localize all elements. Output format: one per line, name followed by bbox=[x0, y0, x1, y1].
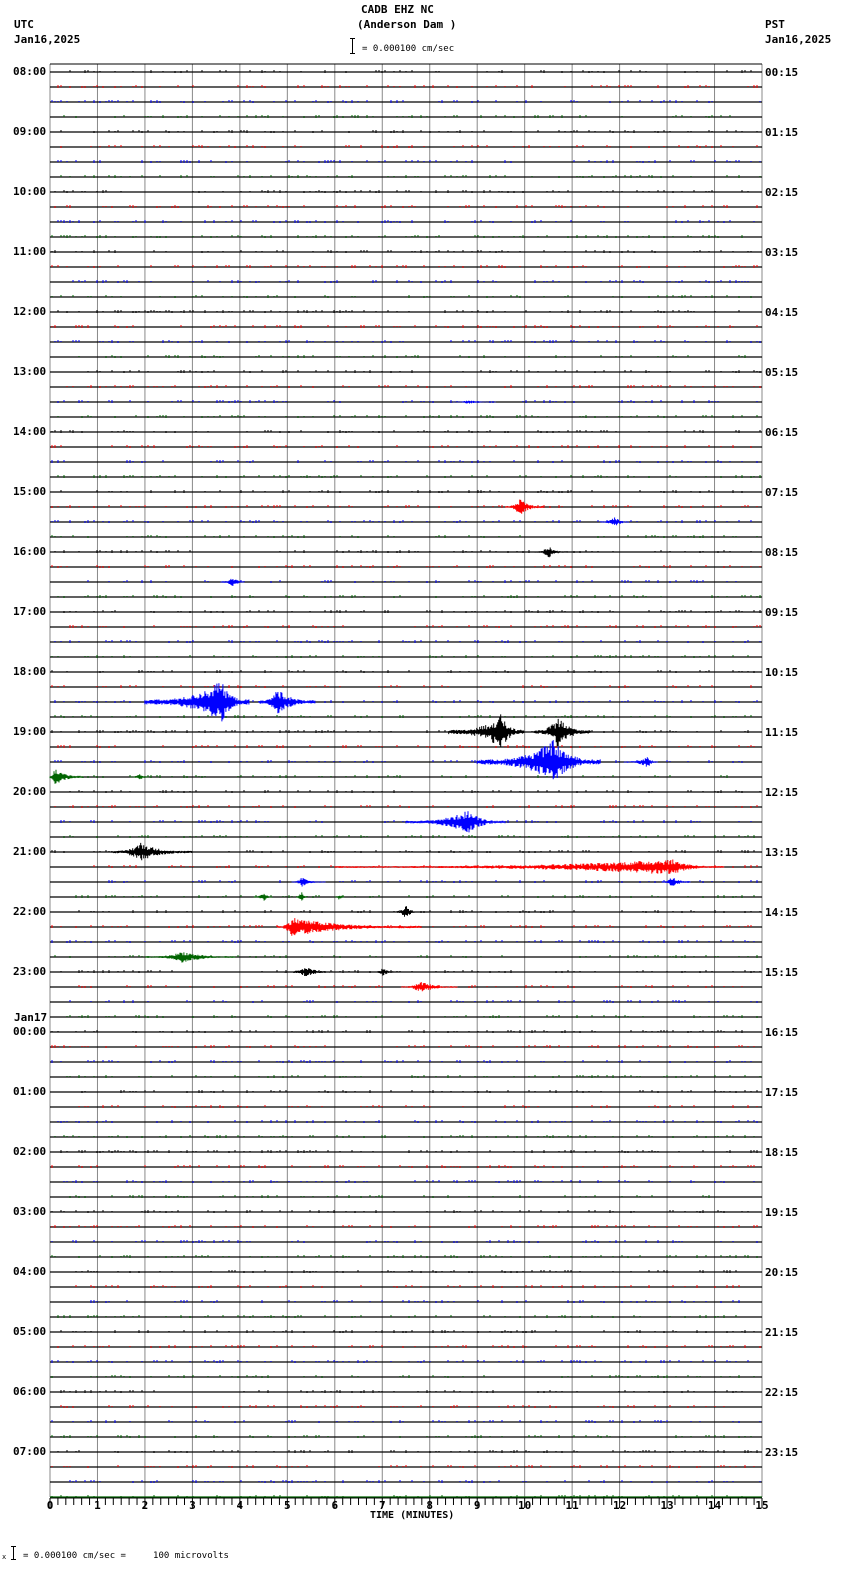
station-location: (Anderson Dam ) bbox=[357, 18, 457, 31]
utc-time-label: 12:00 bbox=[13, 305, 47, 318]
utc-time-label: 17:00 bbox=[13, 605, 47, 618]
pst-time-label: 22:15 bbox=[765, 1386, 799, 1399]
x-tick-label: 7 bbox=[378, 1499, 386, 1512]
pst-time-label: 17:15 bbox=[765, 1086, 799, 1099]
pst-time-label: 07:15 bbox=[765, 486, 799, 499]
pst-time-label: 16:15 bbox=[765, 1026, 799, 1039]
right-timezone: PST bbox=[765, 18, 785, 31]
utc-time-label: 10:00 bbox=[13, 185, 47, 198]
pst-time-label: 05:15 bbox=[765, 366, 799, 379]
utc-time-label: 09:00 bbox=[13, 125, 47, 138]
footer-scale-note: = 0.000100 cm/sec = 100 microvolts bbox=[23, 1551, 229, 1561]
pst-time-label: 23:15 bbox=[765, 1446, 799, 1459]
x-tick-label: 5 bbox=[284, 1499, 291, 1512]
utc-time-label: 11:00 bbox=[13, 245, 47, 258]
footer-marker: x bbox=[2, 1553, 7, 1561]
utc-time-label: 18:00 bbox=[13, 665, 47, 678]
pst-time-label: 01:15 bbox=[765, 126, 799, 139]
x-tick-label: 6 bbox=[331, 1499, 339, 1512]
x-tick-label: 12 bbox=[612, 1499, 627, 1512]
pst-time-label: 21:15 bbox=[765, 1326, 799, 1339]
scale-label: = 0.000100 cm/sec bbox=[362, 44, 455, 54]
utc-time-label: 21:00 bbox=[13, 845, 47, 858]
utc-time-label: 05:00 bbox=[13, 1325, 47, 1338]
utc-time-label: 08:00 bbox=[13, 65, 47, 78]
x-tick-label: 1 bbox=[94, 1499, 101, 1512]
x-axis-title: TIME (MINUTES) bbox=[370, 1510, 455, 1521]
x-tick-label: 13 bbox=[660, 1499, 674, 1512]
x-tick-label: 3 bbox=[189, 1499, 196, 1512]
utc-time-label: 01:00 bbox=[13, 1085, 47, 1098]
pst-time-label: 15:15 bbox=[765, 966, 799, 979]
pst-time-label: 10:15 bbox=[765, 666, 799, 679]
utc-time-label: 23:00 bbox=[13, 965, 47, 978]
pst-time-label: 04:15 bbox=[765, 306, 799, 319]
x-tick-label: 2 bbox=[141, 1499, 149, 1512]
pst-time-label: 03:15 bbox=[765, 246, 799, 259]
x-tick-label: 0 bbox=[46, 1499, 54, 1512]
pst-time-label: 14:15 bbox=[765, 906, 799, 919]
station-title: CADB EHZ NC bbox=[361, 3, 434, 16]
right-date: Jan16,2025 bbox=[765, 33, 832, 46]
pst-time-label: 20:15 bbox=[765, 1266, 799, 1279]
utc-time-label: 13:00 bbox=[13, 365, 47, 378]
utc-time-label: 14:00 bbox=[13, 425, 47, 438]
footer-scale-bar-icon bbox=[11, 1546, 16, 1560]
utc-time-label: 22:00 bbox=[13, 905, 47, 918]
pst-time-label: 13:15 bbox=[765, 846, 799, 859]
left-date: Jan16,2025 bbox=[14, 33, 81, 46]
pst-time-label: 06:15 bbox=[765, 426, 799, 439]
x-tick-label: 4 bbox=[236, 1499, 244, 1512]
pst-time-label: 02:15 bbox=[765, 186, 799, 199]
utc-time-label: 03:00 bbox=[13, 1205, 47, 1218]
x-tick-label: 11 bbox=[565, 1499, 579, 1512]
x-tick-label: 9 bbox=[473, 1499, 481, 1512]
left-timezone: UTC bbox=[14, 18, 34, 31]
utc-time-label: 15:00 bbox=[13, 485, 47, 498]
pst-time-label: 09:15 bbox=[765, 606, 799, 619]
utc-time-label: 04:00 bbox=[13, 1265, 47, 1278]
utc-time-label: 07:00 bbox=[13, 1445, 47, 1458]
pst-time-label: 00:15 bbox=[765, 66, 799, 79]
utc-time-label: 02:00 bbox=[13, 1145, 47, 1158]
pst-time-label: 12:15 bbox=[765, 786, 799, 799]
scale-bar-icon bbox=[350, 38, 355, 54]
pst-time-label: 11:15 bbox=[765, 726, 799, 739]
utc-date-label: Jan17 bbox=[14, 1011, 48, 1024]
utc-time-label: 00:00 bbox=[13, 1025, 47, 1038]
x-tick-label: 15 bbox=[755, 1499, 769, 1512]
x-tick-label: 8 bbox=[426, 1499, 434, 1512]
utc-time-label: 06:00 bbox=[13, 1385, 47, 1398]
utc-time-label: 16:00 bbox=[13, 545, 47, 558]
x-tick-label: 10 bbox=[518, 1499, 532, 1512]
pst-time-label: 19:15 bbox=[765, 1206, 799, 1219]
x-tick-label: 14 bbox=[707, 1499, 722, 1512]
pst-time-label: 18:15 bbox=[765, 1146, 799, 1159]
utc-time-label: 20:00 bbox=[13, 785, 47, 798]
utc-time-label: 19:00 bbox=[13, 725, 47, 738]
pst-time-label: 08:15 bbox=[765, 546, 799, 559]
